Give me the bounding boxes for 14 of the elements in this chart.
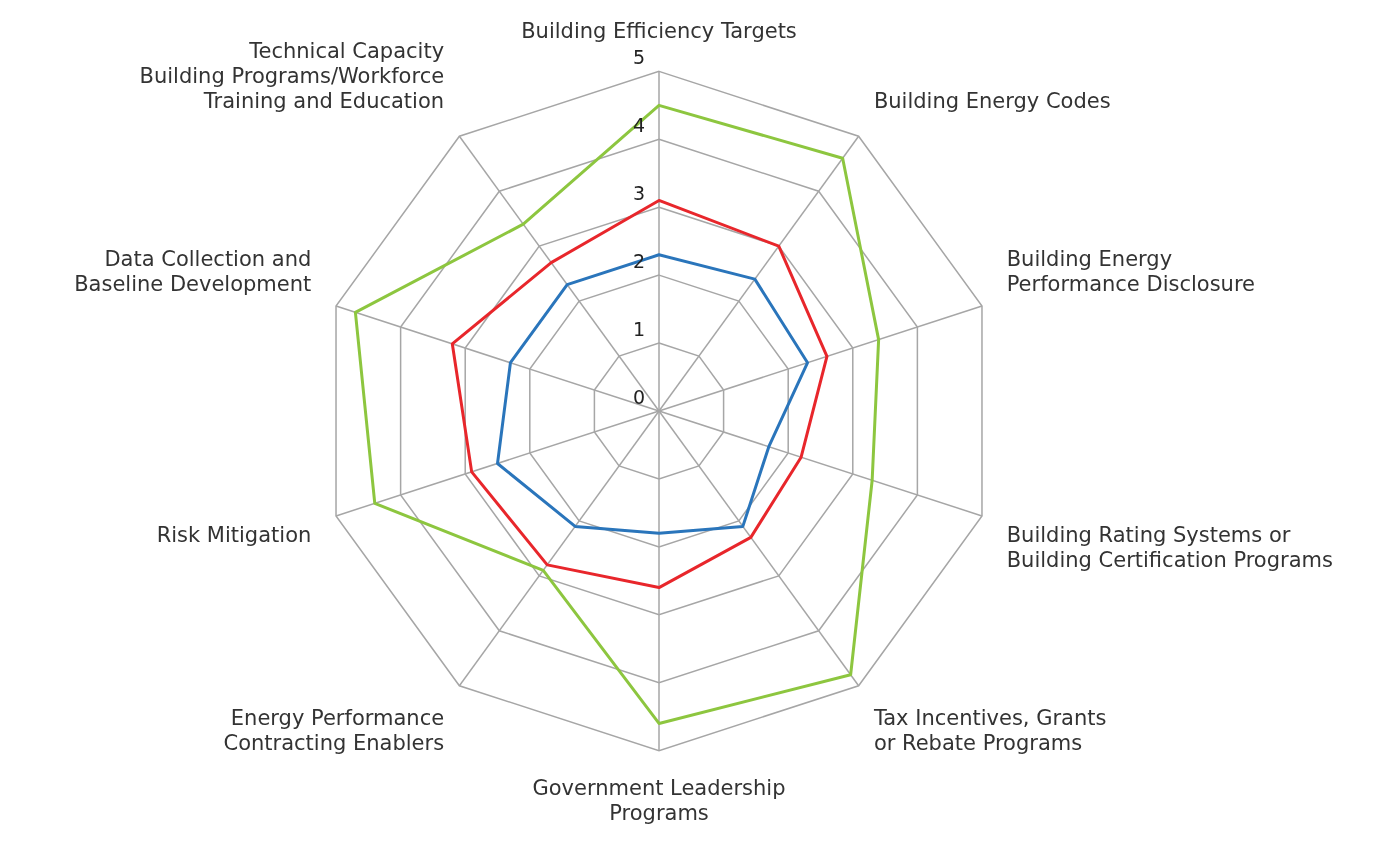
spoke-label: Tax Incentives, Grants or Rebate Programs	[872, 705, 1107, 756]
spoke-label: Technical Capacity Building Programs/Workforce Training and Education	[139, 38, 445, 114]
y-tick-label: 5	[632, 46, 646, 69]
spoke-label: Risk Mitigation	[156, 523, 312, 548]
spoke-label: Energy Performance Contracting Enablers	[223, 705, 445, 756]
y-tick-label: 1	[632, 318, 646, 341]
y-tick-label: 0	[632, 385, 646, 408]
y-tick-label: 3	[632, 182, 646, 205]
spoke-label: Government Leadership Programs	[532, 775, 786, 825]
spoke-label: Building Energy Codes	[873, 89, 1111, 114]
spoke-label: Building Energy Performance Disclosure	[1006, 246, 1255, 296]
spoke-label: Building Efficiency Targets	[521, 19, 797, 44]
spoke-label: Building Rating Systems or Building Certification Programs	[1006, 523, 1333, 573]
spoke-label: Data Collection and Baseline Development	[74, 246, 312, 296]
